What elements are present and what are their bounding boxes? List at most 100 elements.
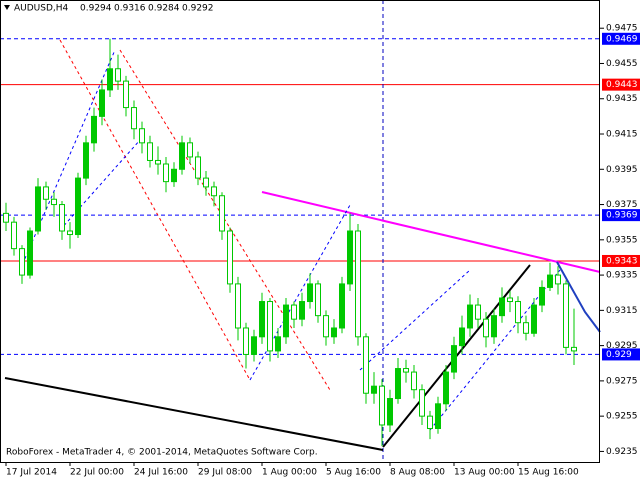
candle-body (291, 304, 297, 320)
candle-body (171, 168, 177, 183)
y-tick-label: 0.9315 (606, 306, 638, 316)
header-arrow (4, 5, 10, 10)
y-tick-label: 0.9335 (606, 271, 638, 281)
candle-body (443, 371, 449, 405)
x-tick-label: 24 Jul 16:00 (134, 468, 188, 478)
candle-body (427, 415, 433, 429)
candle-body (115, 68, 121, 82)
price-level-label: 0.9443 (606, 80, 638, 90)
candle-body (435, 403, 441, 429)
candle-body (371, 385, 377, 394)
candle-body (139, 128, 145, 144)
candle-body (99, 89, 105, 117)
candle-body (75, 177, 81, 236)
plot-border (0, 0, 600, 463)
candle-body (283, 304, 289, 338)
candle-body (563, 283, 569, 348)
price-level-label: 0.9469 (606, 34, 638, 44)
candle-body (451, 345, 457, 373)
candle-body (331, 327, 337, 338)
candle-body (379, 385, 385, 426)
candle-body (211, 186, 217, 197)
candle-body (387, 398, 393, 426)
x-tick-label: 13 Aug 00:00 (454, 468, 515, 478)
candle-body (475, 304, 481, 320)
price-level-box (602, 32, 640, 45)
price-axis: 0.94750.94550.94350.94150.93950.93750.93… (5, 24, 640, 478)
header-symbol: AUDUSD,H4 (14, 4, 69, 14)
candle-body (3, 212, 9, 223)
candle-body (491, 315, 497, 338)
candle-body (515, 301, 521, 324)
channel-line (59, 39, 251, 381)
candle-body (35, 186, 41, 232)
candle-body (395, 368, 401, 400)
candle-body (555, 274, 561, 285)
candle-body (131, 107, 137, 130)
x-tick-label: 17 Jul 2014 (6, 468, 57, 478)
candle-body (107, 68, 113, 91)
candle-body (419, 389, 425, 417)
candle-body (275, 336, 281, 352)
price-level-box (602, 209, 640, 222)
x-tick-label: 22 Jul 00:00 (70, 468, 124, 478)
candle-body (51, 198, 57, 206)
footer: RoboForex - MetaTrader 4, © 2001-2014, M… (6, 448, 318, 458)
candle-body (187, 142, 193, 158)
candle-body (163, 163, 169, 183)
channel-line (59, 139, 141, 231)
y-tick-label: 0.9435 (606, 94, 638, 104)
header-open: 0.9294 (80, 4, 112, 14)
forecast-line (556, 261, 601, 333)
candle-body (243, 327, 249, 355)
y-tick-label: 0.9475 (606, 24, 638, 34)
header-close: 0.9292 (182, 4, 214, 14)
candle-body (67, 230, 73, 236)
candle-body (355, 230, 361, 338)
y-tick-label: 0.9375 (606, 200, 638, 210)
y-tick-label: 0.9275 (606, 376, 638, 386)
trend-line (4, 377, 384, 451)
candle-body (219, 195, 225, 232)
y-tick-label: 0.9355 (606, 235, 638, 245)
candle-body (91, 115, 97, 144)
candle-body (411, 371, 417, 391)
candle-body (147, 142, 153, 161)
y-tick-label: 0.9415 (606, 130, 638, 140)
candle-body (459, 327, 465, 347)
candle-body (307, 283, 313, 303)
y-tick-label: 0.9455 (606, 59, 638, 69)
x-tick-label: 29 Jul 08:00 (198, 468, 252, 478)
candle-body (523, 322, 529, 334)
candle-body (539, 286, 545, 306)
header-low: 0.9284 (148, 4, 180, 14)
candle-body (299, 301, 305, 320)
x-tick-label: 5 Aug 16:00 (326, 468, 381, 478)
candle-body (179, 142, 185, 170)
candle-body (11, 221, 17, 250)
candle-body (507, 297, 513, 303)
candle-body (363, 336, 369, 394)
candle-body (571, 346, 577, 352)
x-tick-label: 8 Aug 08:00 (390, 468, 445, 478)
candle-body (339, 283, 345, 329)
price-level-box (602, 348, 640, 361)
candles (3, 38, 577, 447)
candle-body (467, 304, 473, 329)
candle-body (19, 248, 25, 276)
candle-body (323, 315, 329, 338)
candle-body (235, 283, 241, 329)
candle-body (267, 301, 273, 352)
y-tick-label: 0.9235 (606, 447, 638, 457)
channel-line (19, 49, 116, 271)
candle-body (499, 297, 505, 317)
price-level-label: 0.929 (606, 350, 632, 360)
candle-body (315, 283, 321, 317)
x-tick-label: 1 Aug 00:00 (262, 468, 317, 478)
candle-body (83, 142, 89, 179)
candle-body (531, 304, 537, 334)
candle-body (259, 301, 265, 338)
candle-body (251, 336, 257, 355)
